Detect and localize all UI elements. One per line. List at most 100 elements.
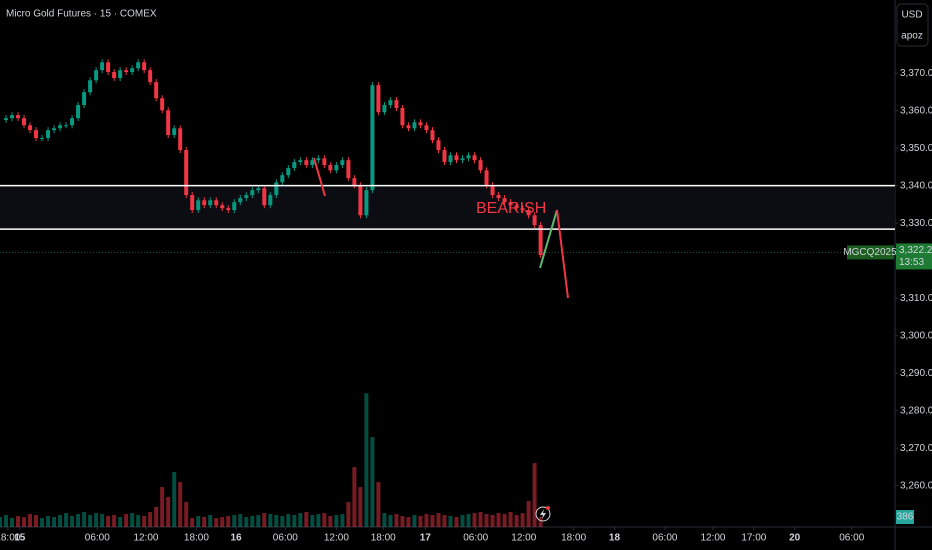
candle-body [178,128,183,151]
candle-body [64,125,69,127]
volume-bar [472,513,477,527]
candle-body [310,160,315,166]
volume-bar [484,514,489,527]
x-tick-label: 06:00 [652,533,677,544]
candle-body [58,125,63,129]
candle-body [322,158,327,166]
candle-body [16,115,21,119]
x-tick-label: 17:00 [741,533,766,544]
volume-bar [526,501,531,527]
candle-body [472,155,477,161]
volume-bar [466,514,471,527]
volume-bar [286,514,291,527]
candle-body [436,140,441,151]
y-tick-label: 3,360.0 [900,105,932,116]
candle-body [394,100,399,109]
volume-bar [184,502,189,527]
countdown: 13:53 [899,257,924,268]
candle-body [136,62,141,69]
candle-body [208,200,213,206]
candle-body [196,200,201,211]
candle-body [40,138,45,140]
zone [0,185,895,230]
volume-bar [220,517,225,527]
volume-bar [268,514,273,527]
volume-bar [490,515,495,527]
projection-down [556,209,569,299]
candle-body [10,115,15,119]
volume-bar [160,487,165,527]
candle-body [70,118,75,126]
volume-bar [262,513,267,527]
candle-body [226,208,231,211]
candle-body [538,225,543,256]
y-tick-label: 3,330.0 [900,218,932,229]
x-tick-label: 12:00 [511,533,536,544]
candle-body [34,130,39,139]
currency-button[interactable]: USD [901,10,922,21]
candle-body [382,105,387,113]
candle-body [532,215,537,226]
candle-body [442,150,447,163]
candle-body [172,128,177,136]
candle-body [124,70,129,73]
volume-bar [460,515,465,527]
x-tick-label: 18 [609,533,621,544]
y-tick-label: 3,280.0 [900,405,932,416]
candle-body [340,160,345,166]
candle-body [388,100,393,106]
volume-bar [16,516,21,527]
volume-bar [406,517,411,527]
candle-body [376,85,381,113]
x-tick-label: 18:00 [561,533,586,544]
candle-body [418,122,423,126]
candle-body [424,125,429,131]
candle-body [454,155,459,161]
scale-box[interactable] [896,3,929,47]
volume-bar [328,516,333,527]
volume-bar [538,517,543,527]
y-tick-label: 3,270.0 [900,443,932,454]
candle-body [316,158,321,161]
candle-body [460,158,465,161]
scale-button[interactable]: apoz [901,31,923,42]
volume-bar [316,514,321,527]
volume-bar [394,514,399,527]
x-tick-label: 16 [231,533,243,544]
volume-bar [106,516,111,527]
volume-bar [256,515,261,527]
x-tick-label: 18:00 [184,533,209,544]
volume-bar [376,482,381,527]
candle-body [508,202,513,206]
y-tick-label: 3,260.0 [900,480,932,491]
candle-body [232,202,237,211]
volume-bar [28,514,33,527]
x-tick-label: 12:00 [324,533,349,544]
candle-body [304,160,309,166]
volume-bar [214,518,219,527]
candle-body [358,185,363,216]
candle-body [430,130,435,141]
volume-bar [232,515,237,527]
volume-bar [226,516,231,527]
volume-bar [4,515,9,527]
projection-small [313,157,326,197]
volume-bar [34,515,39,527]
candle-body [28,125,33,131]
candle-body [256,188,261,191]
lightning-icon[interactable] [535,506,551,522]
volume-bar [322,513,327,527]
volume-tag [896,510,914,525]
x-tick-label: 06:00 [85,533,110,544]
candle-body [364,190,369,216]
volume-bar [190,518,195,527]
volume-bar [496,513,501,527]
candle-body [118,70,123,79]
volume-bar [502,514,507,527]
y-tick-label: 3,340.0 [900,180,932,191]
volume-bar [112,515,117,527]
volume-bar [10,518,15,527]
candle-body [154,82,159,99]
candle-body [76,105,81,119]
